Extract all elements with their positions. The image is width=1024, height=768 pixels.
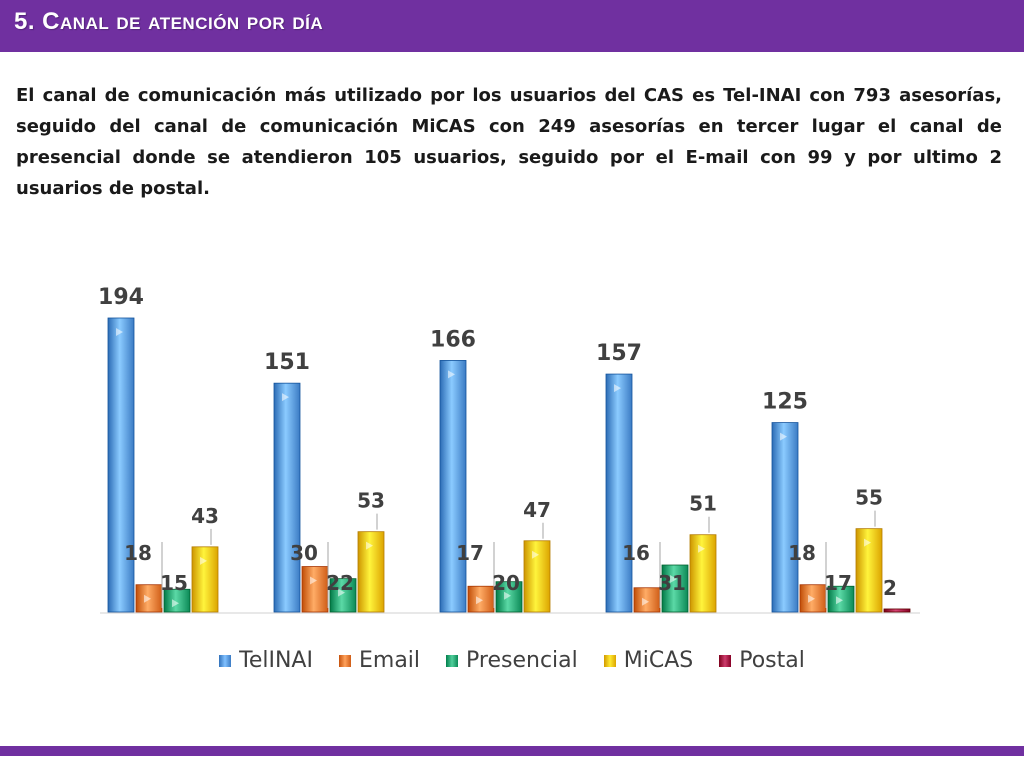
legend-label: Presencial	[466, 648, 578, 673]
data-label-email-3: 17	[456, 541, 484, 565]
bar-presencial-3	[495, 581, 523, 613]
legend-item-presencial: Presencial	[446, 648, 578, 673]
data-label-telinai-4: 157	[596, 341, 642, 366]
bar-email-4	[633, 587, 661, 613]
bar-telinai-2	[273, 382, 301, 613]
bar-presencial-2	[329, 578, 357, 613]
bar-email-2	[301, 566, 329, 613]
bar-highlight	[338, 588, 345, 597]
bar-highlight	[310, 576, 317, 585]
data-label-postal-5: 2	[883, 576, 897, 600]
data-label-micas-3: 47	[523, 498, 551, 522]
data-label-presencial-3: 20	[492, 571, 520, 595]
legend-label: Email	[358, 648, 421, 673]
legend-swatch	[603, 654, 616, 667]
bar-highlight	[282, 393, 289, 402]
bar-postal-5	[883, 608, 911, 613]
bar-highlight	[200, 556, 207, 565]
bar-highlight	[366, 541, 373, 550]
legend-label: Postal	[739, 648, 805, 673]
data-label-presencial-5: 17	[824, 571, 852, 595]
bar-highlight	[864, 538, 871, 547]
bar-micas-4	[689, 534, 717, 613]
data-label-micas-5: 55	[855, 486, 883, 510]
bar-telinai-1	[107, 317, 135, 613]
bar-micas-1	[191, 546, 219, 613]
bar-highlight	[448, 370, 455, 379]
legend-item-micas: MiCAS	[603, 648, 694, 673]
bar-highlight	[642, 597, 649, 606]
bar-highlight	[504, 591, 511, 600]
legend-label: TelINAI	[239, 648, 313, 673]
legend-swatch	[219, 654, 232, 667]
title-bar: 5. Canal de atención por día	[0, 0, 1024, 52]
bar-presencial-4	[661, 564, 689, 613]
bar-highlight	[614, 384, 621, 393]
chart-legend: TelINAI Email Presencial MiCAS Postal	[0, 648, 1024, 673]
bar-highlight	[836, 596, 843, 605]
data-label-telinai-3: 166	[430, 327, 476, 352]
data-label-micas-4: 51	[689, 492, 717, 516]
data-label-telinai-5: 125	[762, 390, 808, 415]
bar-highlight	[116, 328, 123, 336]
data-label-email-1: 18	[124, 541, 152, 565]
data-label-email-5: 18	[788, 541, 816, 565]
bar-highlight	[144, 594, 151, 603]
bar-telinai-5	[771, 422, 799, 613]
bar-micas-5	[855, 528, 883, 613]
bottom-bar	[0, 746, 1024, 756]
bar-micas-2	[357, 531, 385, 613]
bar-highlight	[808, 594, 815, 603]
bar-highlight	[698, 544, 705, 553]
legend-item-telinai: TelINAI	[219, 648, 313, 673]
data-label-presencial-2: 22	[326, 571, 354, 595]
legend-swatch	[446, 654, 459, 667]
bar-presencial-1	[163, 588, 191, 613]
bar-highlight	[670, 575, 677, 584]
bar-telinai-3	[439, 360, 467, 613]
bar-highlight	[780, 432, 787, 441]
data-label-telinai-2: 151	[264, 350, 310, 375]
legend-item-email: Email	[338, 648, 421, 673]
bar-telinai-4	[605, 373, 633, 613]
data-label-micas-1: 43	[191, 504, 219, 528]
data-label-email-4: 16	[622, 541, 650, 565]
legend-label: MiCAS	[623, 648, 694, 673]
data-label-email-2: 30	[290, 541, 318, 565]
legend-swatch	[338, 654, 351, 667]
data-label-telinai-1: 194	[98, 285, 144, 310]
data-label-presencial-4: 31	[658, 571, 686, 595]
bar-micas-3	[523, 540, 551, 613]
legend-item-postal: Postal	[719, 648, 805, 673]
legend-swatch	[719, 654, 732, 667]
bar-highlight	[532, 550, 539, 559]
bar-highlight	[172, 599, 179, 608]
slide-title: 5. Canal de atención por día	[14, 8, 324, 35]
data-label-presencial-1: 15	[160, 571, 188, 595]
data-label-micas-2: 53	[357, 489, 385, 513]
bar-highlight	[476, 596, 483, 605]
summary-paragraph: El canal de comunicación más utilizado p…	[16, 85, 1002, 199]
